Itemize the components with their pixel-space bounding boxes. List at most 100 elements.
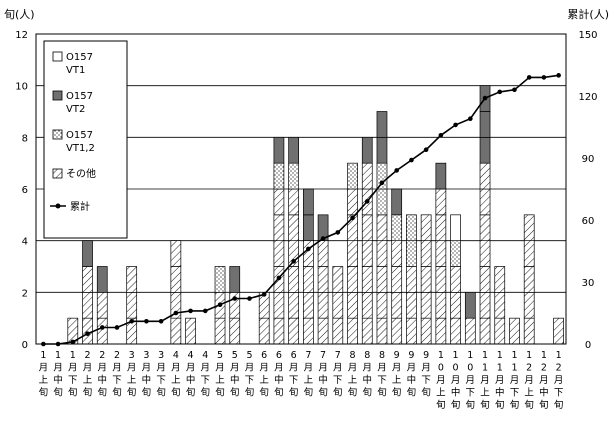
category-label-25-char-4: 旬	[392, 387, 402, 399]
category-label-2-char-1: 1	[55, 350, 61, 361]
category-label-30-char-4: 下	[466, 388, 476, 399]
category-label-35-char-2: 2	[541, 363, 547, 374]
category-label-5-char-1: 2	[99, 350, 105, 361]
cumulative-point-3	[70, 339, 76, 345]
category-label-23-char-2: 月	[362, 363, 372, 374]
cumulative-point-18	[291, 259, 296, 264]
category-label-10-char-4: 旬	[171, 387, 181, 399]
category-label-30-char-2: 0	[467, 363, 473, 374]
category-label-32-char-4: 中	[495, 387, 505, 399]
category-label-15-char-3: 下	[245, 375, 255, 386]
cumulative-point-36	[556, 73, 561, 78]
category-label-7: 3 月上旬	[127, 350, 137, 399]
category-label-2: 1 月中旬	[53, 350, 63, 399]
category-label-10: 4 月上旬	[171, 350, 181, 399]
legend: O157 VT1 O157 VT2 O157 VT1,2 その他 累計	[43, 40, 128, 239]
bar-10-series-4-unit-4	[170, 240, 182, 267]
category-label-6-char-3: 下	[112, 375, 122, 386]
bar-28-series-4-unit-6	[435, 188, 447, 216]
left-tick-label-1: 2	[22, 288, 28, 299]
bar-23-series-4-unit-4	[361, 240, 373, 267]
category-label-28-char-2: 0	[438, 363, 444, 374]
bar-23-series-4-unit-3	[361, 266, 373, 293]
category-label-22-char-3: 上	[348, 375, 358, 386]
category-label-14-char-3: 中	[230, 374, 240, 386]
category-label-12-char-1: 4	[202, 350, 208, 361]
left-tick-label-6: 12	[15, 30, 28, 41]
category-label-13-char-3: 上	[215, 375, 225, 386]
category-label-31-char-1: 1	[482, 350, 488, 361]
bar-27-series-4-unit-3	[420, 266, 432, 293]
cumulative-point-20	[320, 236, 326, 241]
category-label-21-char-1: 7	[335, 350, 341, 361]
bar-24-series-4-unit-2	[376, 291, 388, 319]
category-label-9: 3 月下旬	[156, 350, 166, 399]
category-label-11-char-1: 4	[188, 350, 194, 361]
bar-18-series-2-unit-1	[288, 136, 299, 164]
category-label-34-char-5: 旬	[524, 399, 534, 411]
category-label-9-char-1: 3	[158, 350, 164, 361]
cumulative-point-21	[335, 230, 341, 235]
category-label-15-char-2: 月	[245, 363, 255, 374]
category-label-4-char-3: 上	[83, 375, 93, 386]
category-label-4-char-2: 月	[83, 363, 93, 374]
category-label-32-char-2: 1	[497, 363, 503, 374]
bar-20-series-4-unit-3	[317, 266, 329, 293]
category-label-3-char-2: 月	[68, 363, 78, 374]
category-label-36-char-5: 旬	[554, 399, 564, 411]
bar-31-series-4-unit-7	[479, 162, 491, 190]
category-label-5-char-2: 月	[97, 363, 107, 374]
category-label-13-char-4: 旬	[215, 387, 225, 399]
category-label-28-char-1: 1	[438, 350, 444, 361]
category-label-20-char-2: 月	[318, 363, 328, 374]
category-label-11: 4 月中旬	[186, 350, 196, 399]
category-label-36-char-4: 下	[554, 388, 564, 399]
bar-10-series-4-unit-3	[170, 266, 182, 293]
category-label-26-char-3: 中	[407, 374, 417, 386]
category-label-19-char-4: 旬	[304, 387, 314, 399]
category-label-12: 4 月下旬	[201, 350, 211, 399]
cumulative-point-28	[438, 132, 444, 138]
bar-20-series-4-unit-1	[317, 317, 329, 345]
bar-24-series-2-unit-1	[376, 136, 388, 164]
category-label-35-char-5: 旬	[539, 399, 549, 411]
bar-16-series-4-unit-1	[258, 317, 270, 345]
bar-23-series-4-unit-2	[361, 291, 373, 319]
bar-7-series-4-unit-3	[126, 266, 138, 293]
bar-17-series-4-unit-1	[273, 317, 285, 345]
category-label-24-char-3: 下	[377, 375, 387, 386]
bar-22-series-4-unit-2	[347, 291, 358, 319]
category-label-1-char-1: 1	[40, 350, 46, 361]
category-label-10-char-1: 4	[173, 350, 179, 361]
category-label-26-char-2: 月	[407, 363, 417, 374]
category-label-28-char-5: 旬	[436, 399, 446, 411]
category-label-26: 9 月中旬	[407, 350, 417, 399]
cumulative-point-7	[129, 318, 134, 324]
bar-19-series-4-unit-1	[303, 317, 314, 345]
bar-18-series-4-unit-5	[288, 214, 299, 242]
cumulative-point-10	[173, 310, 179, 316]
bar-25-series-4-unit-2	[391, 291, 403, 319]
bar-28-series-4-unit-2	[435, 291, 447, 319]
bar-18-series-4-unit-2	[288, 291, 299, 319]
bar-18-series-4-unit-1	[288, 317, 299, 345]
category-label-18-char-4: 旬	[289, 387, 299, 399]
category-label-31-char-4: 上	[480, 388, 490, 399]
category-label-8-char-2: 月	[142, 363, 152, 374]
bar-4-series-4-unit-2	[82, 291, 93, 319]
category-label-14-char-4: 旬	[230, 387, 240, 399]
category-label-1-char-4: 旬	[39, 387, 49, 399]
category-label-7-char-4: 旬	[127, 387, 137, 399]
category-label-20: 7 月中旬	[318, 350, 328, 399]
bar-28-series-4-unit-4	[435, 240, 447, 267]
category-label-31-char-2: 1	[482, 363, 488, 374]
category-label-9-char-2: 月	[156, 363, 166, 374]
bar-24-series-2-unit-2	[376, 111, 388, 138]
bar-32-series-4-unit-2	[494, 291, 506, 319]
cumulative-point-35	[541, 75, 547, 80]
cumulative-point-30	[468, 116, 473, 122]
category-label-30-char-3: 月	[466, 375, 476, 386]
category-label-25-char-1: 9	[394, 350, 400, 361]
